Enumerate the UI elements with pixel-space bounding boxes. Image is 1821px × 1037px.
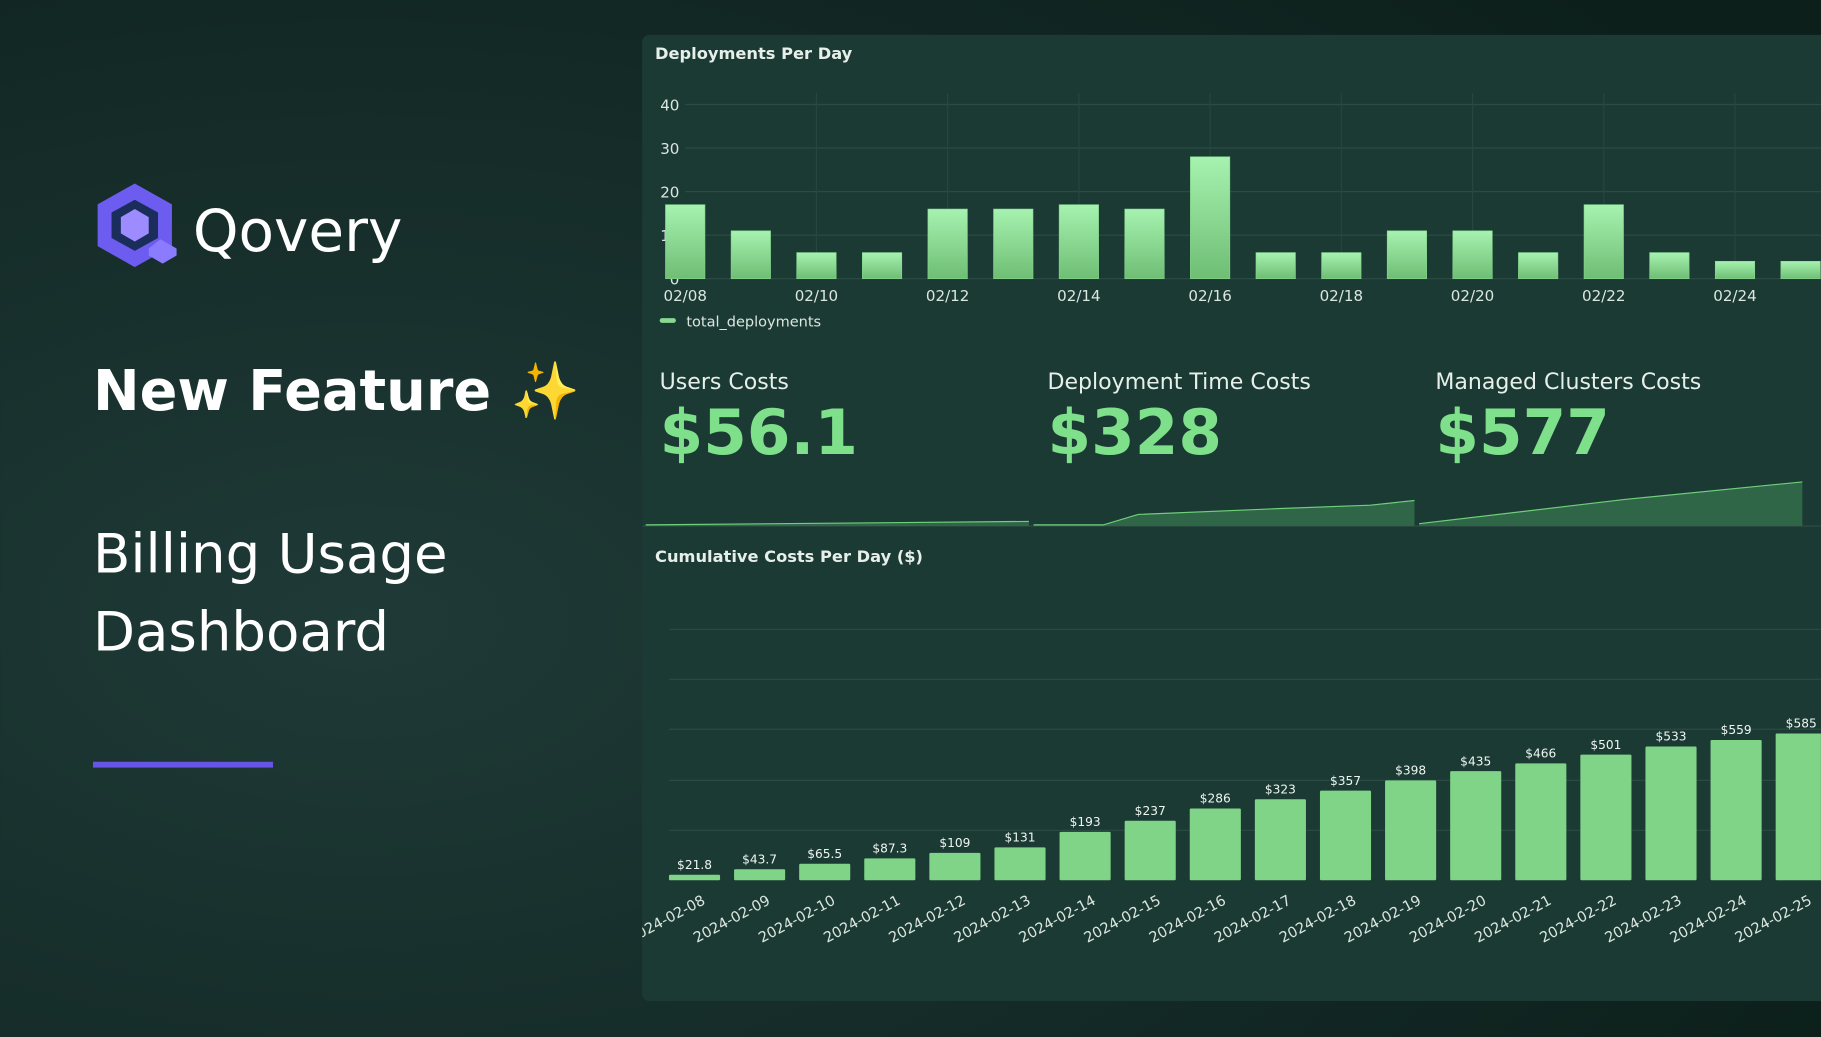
value-label: $237 — [1135, 804, 1166, 818]
kpi-label: Managed Clusters Costs — [1435, 370, 1701, 395]
bar — [1124, 820, 1176, 881]
bar — [1518, 252, 1559, 279]
sparkline — [645, 520, 1029, 526]
sparkline — [1419, 481, 1803, 527]
x-tick-label: 02/20 — [1451, 287, 1494, 305]
x-tick-label: 02/14 — [1057, 287, 1100, 305]
bar — [1124, 208, 1165, 279]
value-label: $585 — [1786, 717, 1817, 731]
bar — [1583, 204, 1624, 279]
x-tick-label: 02/10 — [795, 287, 838, 305]
y-tick-label: 0 — [670, 271, 680, 289]
bar — [734, 869, 786, 881]
y-tick-label: 30 — [660, 140, 679, 158]
sparkline — [1033, 499, 1415, 526]
bar — [993, 208, 1034, 279]
value-label: $131 — [1004, 831, 1035, 845]
bar — [1059, 831, 1111, 881]
bar — [796, 252, 837, 279]
bar — [730, 230, 771, 279]
chart-title: Deployments Per Day — [655, 44, 853, 63]
bar — [665, 204, 706, 279]
bar — [864, 858, 916, 881]
bar — [927, 208, 968, 279]
accent-line — [92, 761, 273, 768]
value-label: $43.7 — [742, 852, 777, 866]
x-tick-label: 02/12 — [926, 287, 969, 305]
legend-label: total_deployments — [686, 314, 821, 330]
bar — [1254, 799, 1306, 881]
bar — [799, 863, 851, 881]
bar — [1189, 808, 1241, 881]
chart-title: Cumulative Costs Per Day ($) — [655, 547, 923, 566]
logo — [97, 183, 177, 268]
bar — [1775, 733, 1821, 881]
x-tick-label: 02/08 — [663, 287, 706, 305]
bar — [1452, 230, 1493, 279]
value-label: $286 — [1200, 792, 1231, 806]
value-label: $435 — [1460, 754, 1491, 768]
bar — [929, 852, 981, 881]
value-label: $466 — [1525, 747, 1556, 761]
x-tick-label: 02/16 — [1188, 287, 1231, 305]
value-label: $323 — [1265, 782, 1296, 796]
bar — [1580, 754, 1632, 881]
bar — [1450, 771, 1502, 881]
bar — [1321, 252, 1362, 279]
kpi-label: Users Costs — [660, 370, 789, 395]
sparkline — [1419, 481, 1803, 525]
x-tick-label: 02/18 — [1320, 287, 1363, 305]
bar — [1714, 260, 1756, 279]
value-label: $193 — [1070, 815, 1101, 829]
kpi-value: $577 — [1435, 396, 1609, 469]
bar — [1319, 790, 1372, 881]
bar — [1515, 763, 1567, 881]
subtitle-line: Billing Usage — [93, 521, 448, 585]
bar — [862, 252, 903, 279]
value-label: $87.3 — [872, 842, 907, 856]
bar — [1255, 252, 1296, 279]
value-label: $398 — [1395, 764, 1426, 778]
sparkline — [1033, 500, 1415, 527]
value-label: $65.5 — [807, 847, 842, 861]
bar — [1058, 204, 1099, 279]
panel-content: Deployments Per Day Cumulative Costs Per… — [642, 44, 1821, 947]
value-label: $501 — [1590, 738, 1621, 752]
bar — [994, 847, 1046, 881]
value-label: $357 — [1330, 774, 1361, 788]
bar — [668, 874, 721, 881]
value-label: $21.8 — [677, 858, 712, 872]
brand-name: Qovery — [193, 197, 403, 265]
headline: New Feature ✨ — [93, 359, 580, 424]
bar — [1190, 156, 1231, 279]
y-tick-label: 40 — [660, 96, 679, 114]
subtitle-line: Dashboard — [93, 599, 389, 663]
bar — [1385, 780, 1437, 881]
kpi-value: $328 — [1048, 396, 1222, 469]
bar — [1780, 260, 1821, 279]
kpi-value: $56.1 — [660, 396, 858, 469]
kpi-label: Deployment Time Costs — [1048, 370, 1311, 395]
y-tick-label: 20 — [660, 183, 679, 201]
bar — [1649, 252, 1690, 279]
legend-swatch — [659, 318, 676, 323]
x-tick-label: 02/24 — [1713, 287, 1756, 305]
bar — [1645, 746, 1697, 881]
value-label: $109 — [939, 836, 970, 850]
bar — [1386, 230, 1427, 279]
value-label: $533 — [1655, 730, 1686, 744]
x-tick-label: 02/22 — [1582, 287, 1625, 305]
value-label: $559 — [1721, 723, 1752, 737]
bar — [1710, 740, 1762, 881]
